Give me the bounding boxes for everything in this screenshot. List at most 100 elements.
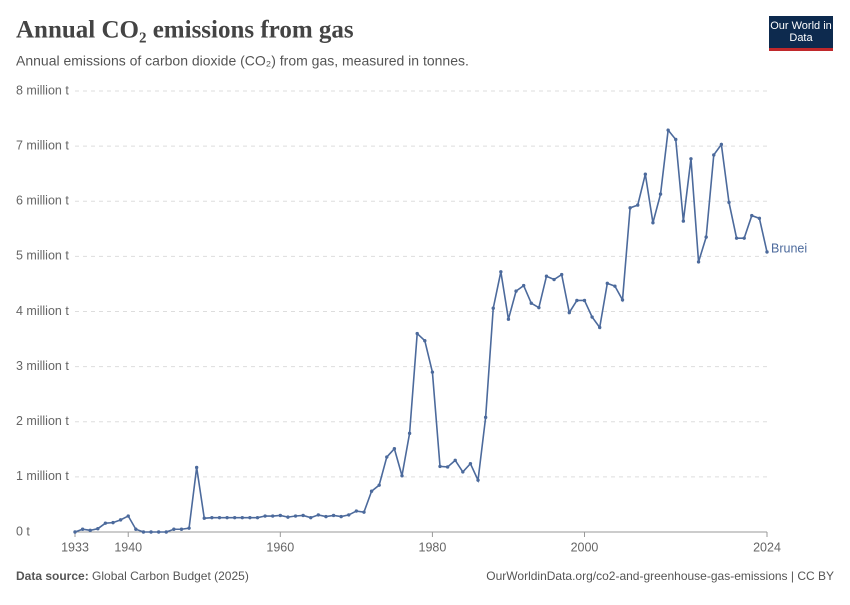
x-tick-label: 1940 [114,540,142,554]
point [210,515,214,520]
point [347,513,351,517]
y-tick-label: 7 million t [16,138,69,152]
point [499,270,503,274]
point [613,284,617,288]
x-tick-label: 2024 [753,540,781,554]
point [263,514,267,518]
point [461,470,465,474]
point [575,298,579,303]
point [734,236,739,240]
point [156,530,161,534]
y-tick-label: 3 million t [16,359,69,373]
point [202,516,206,520]
y-tick-label: 4 million t [16,304,69,318]
point [689,157,693,161]
point [248,515,252,520]
point [217,515,222,520]
point [658,192,663,196]
point [240,515,244,520]
point [605,281,610,286]
logo-bar [769,48,833,51]
point [232,515,237,520]
point [590,315,594,319]
logo[interactable]: Our World in Data [769,16,833,51]
point [453,458,457,463]
point [126,514,130,518]
point [628,206,632,210]
line [74,128,768,533]
point [255,515,260,520]
x-tick-label: 1933 [61,540,89,554]
point [194,465,199,470]
logo-text: Our World in Data [770,20,832,44]
point [111,520,115,525]
x-tick-label: 1980 [419,540,447,554]
point [483,415,488,420]
point [286,515,290,519]
point [544,274,549,278]
point [514,289,518,293]
point [598,325,602,330]
y-tick-label: 0 t [16,524,30,538]
chart-title: Annual CO₂ emissions from gas [16,17,354,44]
y-tick-label: 2 million t [16,414,69,428]
point [750,213,754,218]
point [430,370,435,374]
point [331,513,336,518]
point [271,514,275,518]
point [491,306,495,310]
point [438,464,442,469]
point [407,431,412,436]
point [73,530,77,534]
point [377,483,381,487]
point [696,260,701,264]
point [643,172,648,176]
chart-subtitle: Annual emissions of carbon dioxide (CO₂)… [16,53,469,69]
point [567,310,571,315]
point [187,526,191,530]
logo-text-box: Our World in Data [770,20,832,44]
point [415,331,419,336]
point [620,298,625,302]
point [400,474,404,478]
point [293,514,298,518]
point [369,489,374,493]
point [719,142,724,147]
point [134,527,138,531]
source: Global Carbon Budget (2025) [92,569,249,583]
point [666,128,670,132]
y-tick-label: 1 million t [16,469,69,483]
point [476,478,480,482]
point [149,530,153,534]
point [392,447,397,451]
footer-source: Data source: Global Carbon Budget (2025) [16,569,249,583]
point [537,305,541,310]
point [681,219,686,223]
source-label: Data source: [16,569,89,583]
point [712,153,716,157]
point [521,283,526,288]
x-tick-label: 2000 [571,540,599,554]
point [636,203,640,207]
point [757,216,762,221]
point [468,461,473,466]
point [96,526,100,531]
point [278,513,283,518]
point [141,530,146,534]
point [742,236,746,240]
x-tick-label: 1960 [266,540,294,554]
point [339,514,343,519]
point [765,250,769,254]
footer-url[interactable]: OurWorldinData.org/co2-and-greenhouse-ga… [486,569,834,583]
point [324,514,328,519]
point [225,515,229,520]
point [559,272,564,277]
y-tick-label: 8 million t [16,83,69,97]
point [552,277,556,282]
point [582,298,587,303]
point [103,521,108,525]
y-tick-label: 6 million t [16,194,69,208]
point [301,513,305,518]
point [674,137,678,142]
point [80,527,85,531]
